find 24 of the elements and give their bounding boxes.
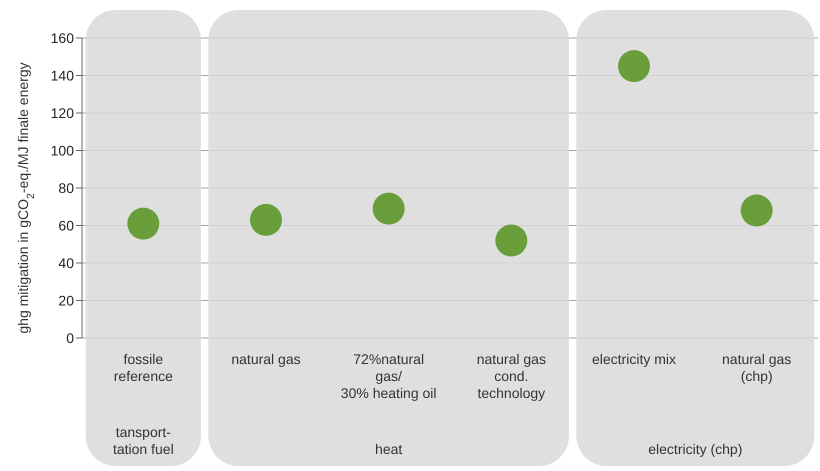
band-label: tansport- tation fuel [112, 424, 174, 457]
point [618, 50, 650, 82]
point [495, 224, 528, 256]
x-tick-label: natural gas [231, 351, 301, 367]
y-tick-label: 80 [58, 180, 74, 196]
y-tick-label: 40 [58, 254, 74, 271]
band-label: heat [375, 441, 402, 457]
point [740, 194, 773, 226]
x-tick-label: 72%natural gas/ 30% heating oil [340, 351, 437, 401]
y-tick-label: 140 [50, 67, 74, 84]
y-tick-label: 120 [50, 104, 74, 121]
point [127, 208, 160, 240]
x-tick-label: natural gas cond. technology [476, 351, 546, 401]
y-tick-label: 100 [50, 142, 74, 158]
point [372, 192, 405, 225]
y-tick-label: 160 [50, 30, 74, 46]
y-tick-label: 60 [58, 217, 74, 234]
x-tick-label: electricity mix [592, 351, 676, 367]
y-tick-label: 20 [58, 292, 74, 308]
point [250, 204, 282, 236]
y-tick-label: 0 [66, 330, 74, 346]
x-tick-label: natural gas (chp) [722, 351, 792, 384]
x-tick-label: fossile reference [114, 351, 174, 384]
band-label: electricity (chp) [648, 441, 742, 457]
